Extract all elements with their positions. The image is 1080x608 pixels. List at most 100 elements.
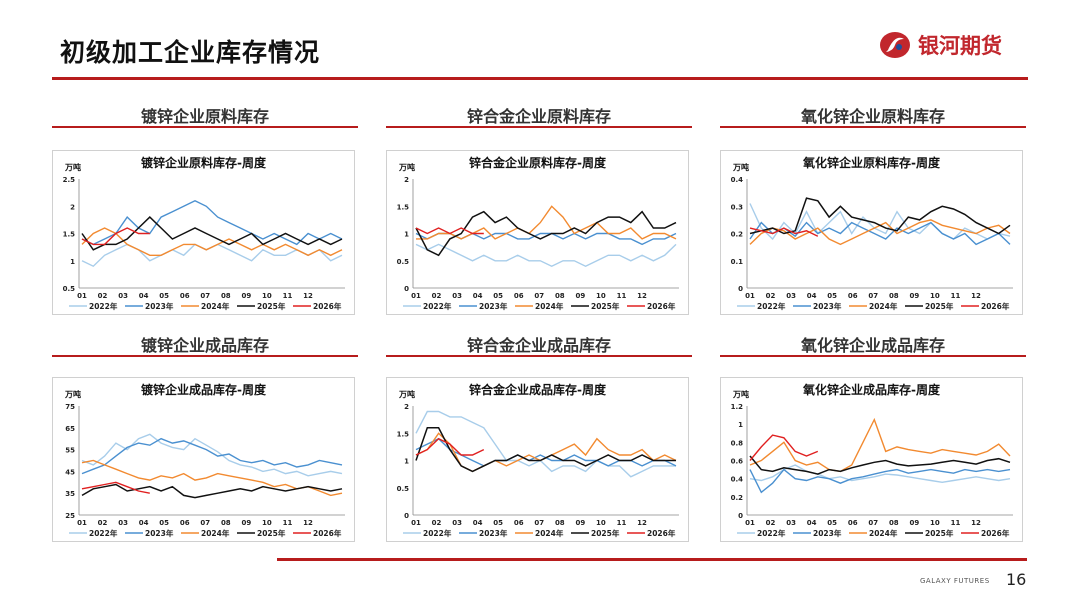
y-tick-label: 2 — [404, 403, 409, 411]
legend-label: 2024年 — [201, 528, 230, 538]
series-line-2026年 — [749, 434, 819, 461]
legend-label: 2022年 — [757, 301, 786, 311]
section-divider — [52, 355, 358, 357]
chart-svg: 2 1.5 1 0.5 001 02 03 04 05 06 07 08 09 10 11 12 2022年 20… — [397, 176, 679, 311]
legend-label: 2026年 — [981, 301, 1010, 311]
section-divider — [720, 355, 1026, 357]
x-tick-label: 11 — [951, 292, 961, 300]
y-tick-label: 2 — [70, 203, 75, 211]
x-tick-label: 12 — [971, 292, 981, 300]
x-tick-label: 03 — [786, 292, 796, 300]
y-tick-label: 0 — [738, 285, 743, 293]
chart-title: 氧化锌企业成品库存-周度 — [803, 383, 940, 397]
legend-label: 2024年 — [201, 301, 230, 311]
chart-svg: 1.2 1 0.8 0.6 0.4 0.2 001 02 03 04 05 06 07 08 09 10 11 1… — [731, 403, 1013, 538]
footer-brand: GALAXY FUTURES — [920, 577, 990, 585]
x-tick-label: 11 — [617, 519, 627, 527]
y-tick-label: 0.5 — [397, 485, 410, 493]
section-divider — [386, 126, 692, 128]
series-line-2023年 — [415, 232, 677, 246]
x-tick-label: 12 — [303, 519, 313, 527]
x-tick-label: 05 — [827, 292, 837, 300]
x-tick-label: 09 — [575, 292, 585, 300]
x-tick-label: 10 — [930, 292, 940, 300]
x-tick-label: 04 — [139, 292, 149, 300]
legend-label: 2026年 — [313, 301, 342, 311]
footer-divider — [277, 558, 1027, 561]
section-title-2: 锌合金企业原料库存 — [466, 107, 611, 126]
x-tick-label: 10 — [930, 519, 940, 527]
chart-unit: 万吨 — [65, 163, 81, 172]
chart-panel: 镀锌企业成品库存-周度 万吨 75 65 55 45 35 25 01 02 03 04 05 06 0… — [52, 377, 355, 542]
legend-label: 2022年 — [423, 528, 452, 538]
x-tick-label: 08 — [555, 519, 565, 527]
x-tick-label: 10 — [596, 292, 606, 300]
y-tick-label: 45 — [65, 468, 75, 476]
x-tick-label: 06 — [848, 292, 858, 300]
series-line-2025年 — [749, 455, 1011, 475]
x-tick-label: 04 — [473, 292, 483, 300]
x-tick-label: 01 — [745, 292, 755, 300]
x-tick-label: 09 — [909, 292, 919, 300]
x-tick-label: 02 — [432, 292, 442, 300]
series-line-2025年 — [415, 427, 676, 473]
chart-svg: 2 1.5 1 0.5 001 02 03 04 05 06 07 08 09 10 11 12 2022年 20… — [397, 403, 679, 538]
legend-label: 2023年 — [479, 528, 508, 538]
section-divider — [386, 355, 692, 357]
y-tick-label: 0.8 — [731, 439, 744, 447]
x-tick-label: 11 — [283, 519, 293, 527]
legend-label: 2024年 — [535, 528, 564, 538]
x-tick-label: 04 — [807, 519, 817, 527]
y-tick-label: 1.5 — [397, 203, 410, 211]
x-tick-label: 01 — [411, 519, 421, 527]
chart-panel: 锌合金企业成品库存-周度 万吨 2 1.5 1 0.5 0 01 02 03 04 05 06 07 0… — [386, 377, 689, 542]
y-tick-label: 0.3 — [731, 203, 744, 211]
legend-label: 2025年 — [591, 301, 620, 311]
series-line-2023年 — [749, 221, 1011, 246]
y-tick-label: 1.2 — [731, 403, 744, 411]
chart-title: 锌合金企业原料库存-周度 — [469, 156, 606, 170]
x-tick-label: 07 — [534, 292, 544, 300]
x-tick-label: 11 — [617, 292, 627, 300]
x-tick-label: 05 — [827, 519, 837, 527]
legend-label: 2025年 — [925, 301, 954, 311]
legend-label: 2026年 — [647, 528, 676, 538]
x-tick-label: 11 — [951, 519, 961, 527]
x-tick-label: 04 — [473, 519, 483, 527]
legend-label: 2023年 — [145, 301, 174, 311]
x-tick-label: 02 — [766, 519, 776, 527]
section-title-3: 氧化锌企业原料库存 — [800, 107, 945, 126]
x-tick-label: 07 — [200, 519, 210, 527]
series-line-2024年 — [749, 417, 1011, 473]
chart-panel: 氧化锌企业成品库存-周度 万吨 1.2 1 0.8 0.6 0.4 0.2 0 01 02 03 0… — [720, 377, 1023, 542]
series-line-2022年 — [415, 243, 677, 267]
legend-label: 2025年 — [257, 528, 286, 538]
x-tick-label: 03 — [118, 519, 128, 527]
y-tick-label: 65 — [65, 425, 75, 433]
x-tick-label: 06 — [514, 519, 524, 527]
y-tick-label: 1 — [70, 258, 75, 266]
y-tick-label: 1 — [738, 421, 743, 429]
series-line-2024年 — [81, 227, 343, 257]
legend-label: 2022年 — [423, 301, 452, 311]
x-tick-label: 04 — [807, 292, 817, 300]
series-line-2026年 — [749, 227, 819, 237]
series-line-2026年 — [415, 437, 485, 456]
x-tick-label: 05 — [493, 292, 503, 300]
x-tick-label: 07 — [200, 292, 210, 300]
legend-label: 2025年 — [591, 528, 620, 538]
y-tick-label: 0.4 — [731, 176, 744, 184]
legend-label: 2026年 — [981, 528, 1010, 538]
chart-title: 锌合金企业成品库存-周度 — [469, 383, 606, 397]
chart-title: 氧化锌企业原料库存-周度 — [803, 156, 940, 170]
header-divider — [52, 77, 1028, 80]
legend-label: 2024年 — [535, 301, 564, 311]
chart-title: 镀锌企业成品库存-周度 — [141, 383, 266, 397]
y-tick-label: 0.1 — [731, 258, 744, 266]
chart-panel: 锌合金企业原料库存-周度 万吨 2 1.5 1 0.5 0 01 02 03 04 05 06 07 0… — [386, 150, 689, 315]
series-line-2025年 — [81, 216, 343, 251]
x-tick-label: 02 — [766, 292, 776, 300]
x-tick-label: 08 — [221, 292, 231, 300]
legend-label: 2022年 — [89, 528, 118, 538]
series-line-2023年 — [749, 468, 1011, 494]
